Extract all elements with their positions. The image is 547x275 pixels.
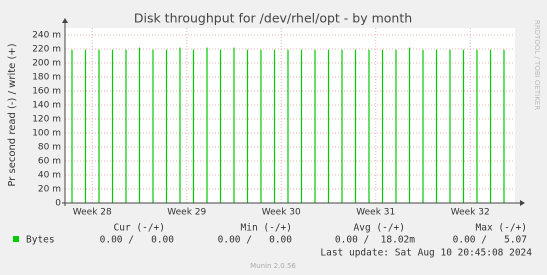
bar <box>449 49 451 204</box>
last-update: Last update: Sat Aug 10 20:45:08 2024 <box>320 248 532 259</box>
bar <box>125 49 127 204</box>
y-tick-label: 240 m <box>32 31 61 41</box>
y-tick-label: 220 m <box>32 45 61 55</box>
y-tick-label: 80 m <box>38 143 61 153</box>
bar <box>260 49 262 204</box>
bar <box>219 49 222 204</box>
bar <box>368 49 370 204</box>
plot-area <box>65 28 515 203</box>
bar <box>422 49 424 204</box>
axis-arrow <box>520 200 525 206</box>
legend-cell: 0.00 / 0.00 <box>100 235 175 246</box>
bar <box>435 49 438 204</box>
bar <box>111 49 114 204</box>
y-tick-label: 140 m <box>32 101 61 111</box>
y-tick-label: 200 m <box>32 59 61 69</box>
bar <box>503 49 505 204</box>
bar <box>381 49 384 204</box>
bar <box>152 49 154 204</box>
bar <box>408 47 411 203</box>
x-tick-label: Week 28 <box>73 208 112 218</box>
bar <box>71 49 73 204</box>
legend-swatch <box>13 236 19 242</box>
legend-cell: 0.00 / 5.07 <box>453 235 527 246</box>
bar <box>179 47 181 203</box>
y-tick-label: 100 m <box>32 129 61 139</box>
bar <box>192 49 195 204</box>
y-tick-label: 60 m <box>38 157 61 167</box>
side-label: RRDTOOL / TOBI OETIKER <box>533 20 541 110</box>
legend-cell: 0.00 / 18.02m <box>335 235 415 246</box>
bar <box>273 49 276 204</box>
bar <box>138 47 141 203</box>
bar <box>395 49 397 204</box>
y-tick-label: 160 m <box>32 87 61 97</box>
y-tick-label: 40 m <box>38 171 61 181</box>
legend-header: Cur (-/+) <box>114 223 165 234</box>
chart-title: Disk throughput for /dev/rhel/opt - by m… <box>134 11 412 26</box>
legend-label: Bytes <box>26 235 55 246</box>
x-tick-label: Week 32 <box>451 208 490 218</box>
bar <box>98 49 100 204</box>
bar <box>314 49 316 204</box>
bar <box>246 49 249 204</box>
y-tick-label: 180 m <box>32 73 61 83</box>
x-tick-label: Week 30 <box>262 208 301 218</box>
y-tick-label: 20 m <box>38 185 61 195</box>
x-tick-label: Week 29 <box>167 208 206 218</box>
bar <box>206 47 208 203</box>
bar <box>233 47 235 203</box>
bar <box>84 49 87 204</box>
legend-cell: 0.00 / 0.00 <box>218 235 293 246</box>
bar <box>287 49 289 204</box>
bar <box>327 49 330 204</box>
y-tick-label: 0 <box>55 199 61 209</box>
y-axis-label: Pr second read (-) / write (+) <box>7 43 18 186</box>
bar <box>462 49 465 204</box>
legend-header: Min (-/+) <box>241 223 292 234</box>
y-tick-label: 120 m <box>32 115 61 125</box>
bar <box>354 49 357 204</box>
bar <box>341 49 343 204</box>
x-tick-label: Week 31 <box>356 208 395 218</box>
bar <box>476 49 478 204</box>
bar <box>300 49 303 204</box>
footer: Munin 2.0.56 <box>250 262 296 270</box>
bar <box>165 49 168 204</box>
legend-header: Max (-/+) <box>476 223 527 234</box>
axis-arrow <box>62 18 68 23</box>
bar <box>489 49 492 204</box>
legend-header: Avg (-/+) <box>354 223 405 234</box>
